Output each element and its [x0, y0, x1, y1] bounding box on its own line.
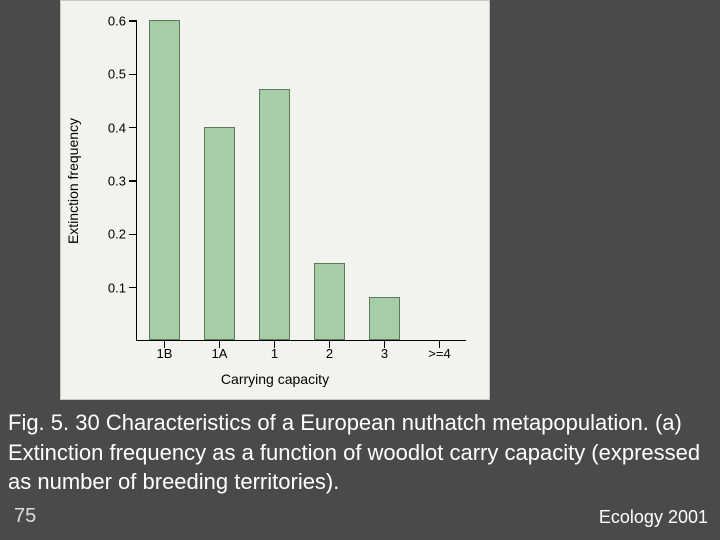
bar — [369, 297, 399, 340]
x-tick-label: 3 — [381, 346, 388, 361]
bar — [204, 127, 234, 340]
plot-area: 0.10.20.30.40.50.61B1A123>=4 — [136, 21, 466, 341]
y-tick-label: 0.3 — [108, 174, 126, 189]
y-tick — [129, 180, 137, 182]
y-axis-label: Extinction frequency — [65, 118, 81, 244]
y-tick-label: 0.1 — [108, 280, 126, 295]
y-tick-label: 0.4 — [108, 120, 126, 135]
y-tick — [129, 234, 137, 236]
bar — [259, 89, 289, 340]
figure-caption: Fig. 5. 30 Characteristics of a European… — [8, 408, 712, 497]
y-tick-label: 0.2 — [108, 227, 126, 242]
y-tick — [129, 74, 137, 76]
y-tick-label: 0.5 — [108, 67, 126, 82]
x-tick-label: 2 — [326, 346, 333, 361]
bar — [314, 263, 344, 340]
y-tick — [129, 287, 137, 289]
x-axis-label: Carrying capacity — [221, 371, 329, 387]
page-number: 75 — [14, 505, 36, 528]
x-tick-label: 1A — [212, 346, 228, 361]
x-tick-label: 1 — [271, 346, 278, 361]
y-tick — [129, 20, 137, 22]
x-tick-label: >=4 — [428, 346, 450, 361]
x-tick-label: 1B — [157, 346, 173, 361]
footer-source: Ecology 2001 — [599, 507, 708, 528]
y-tick-label: 0.6 — [108, 14, 126, 29]
y-tick — [129, 127, 137, 129]
chart-panel: Extinction frequency Carrying capacity 0… — [60, 0, 490, 400]
bar — [149, 20, 179, 340]
